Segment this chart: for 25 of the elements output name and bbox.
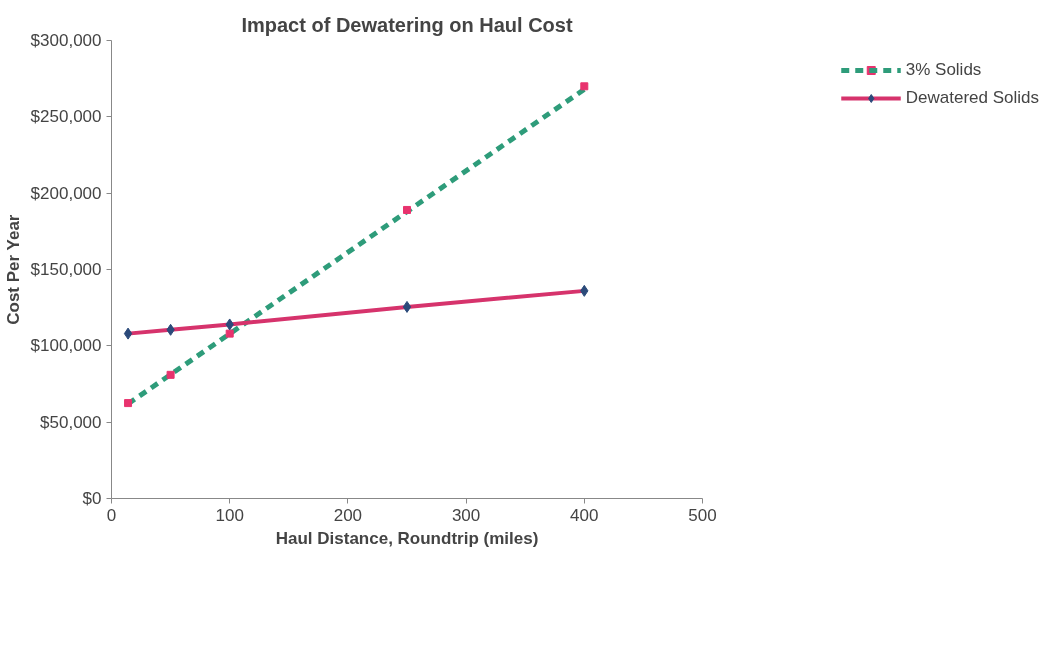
x-tick-label: 200 — [333, 505, 363, 525]
x-tick-label: 300 — [451, 505, 481, 525]
point — [403, 205, 411, 214]
y-tick-label: $50,000 — [40, 412, 102, 432]
y-tick-label: $0 — [82, 489, 102, 508]
y-axis-title: Cost Per Year — [3, 214, 23, 325]
point — [124, 399, 133, 408]
y-tick-label: $100,000 — [30, 336, 102, 356]
y-tick-label: $300,000 — [30, 31, 102, 50]
legend-label: Dewatered Solids — [905, 88, 1039, 108]
point — [580, 82, 589, 91]
chart-title: Impact of Dewatering on Haul Cost — [241, 13, 573, 36]
x-axis-title: Haul Distance, Roundtrip (miles) — [275, 528, 539, 548]
y-tick-label: $150,000 — [30, 260, 102, 279]
point — [123, 327, 133, 340]
y-tick-label: $250,000 — [30, 107, 102, 127]
point — [166, 370, 175, 379]
x-tick-label: 400 — [570, 505, 599, 525]
x-tick-label: 0 — [106, 505, 117, 525]
x-tick-label: 500 — [688, 505, 717, 525]
point — [402, 300, 412, 313]
x-tick-label: 100 — [215, 505, 244, 525]
y-tick-label: $200,000 — [30, 183, 102, 203]
point — [225, 329, 234, 338]
legend-label: 3% Solids — [905, 60, 982, 80]
